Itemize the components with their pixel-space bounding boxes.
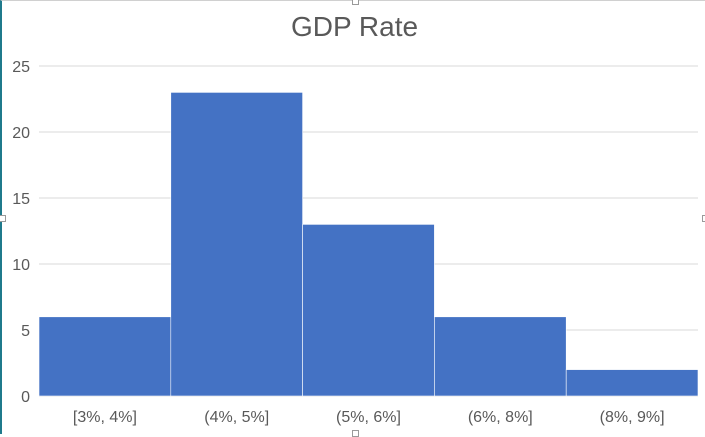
resize-handle-right[interactable]	[702, 215, 705, 222]
x-tick-label: (5%, 6%]	[336, 409, 401, 426]
x-tick-label: (4%, 5%]	[204, 409, 269, 426]
resize-handle-left[interactable]	[0, 215, 6, 222]
resize-handle-top[interactable]	[352, 0, 359, 5]
bar[interactable]	[38, 316, 172, 397]
x-tick-label: (6%, 8%]	[468, 409, 533, 426]
bar[interactable]	[170, 92, 303, 397]
y-tick-label: 0	[21, 389, 30, 406]
bar[interactable]	[434, 316, 567, 397]
chart-title: GDP Rate	[290, 11, 419, 42]
y-tick-label: 15	[12, 191, 30, 208]
bar[interactable]	[565, 369, 699, 397]
y-tick-label: 10	[12, 257, 30, 274]
x-tick-label: [3%, 4%]	[73, 409, 137, 426]
y-tick-label: 20	[12, 125, 30, 142]
y-tick-label: 25	[12, 59, 30, 76]
y-tick-label: 5	[21, 323, 30, 340]
bar[interactable]	[302, 224, 435, 397]
x-tick-label: (8%, 9%]	[600, 409, 665, 426]
